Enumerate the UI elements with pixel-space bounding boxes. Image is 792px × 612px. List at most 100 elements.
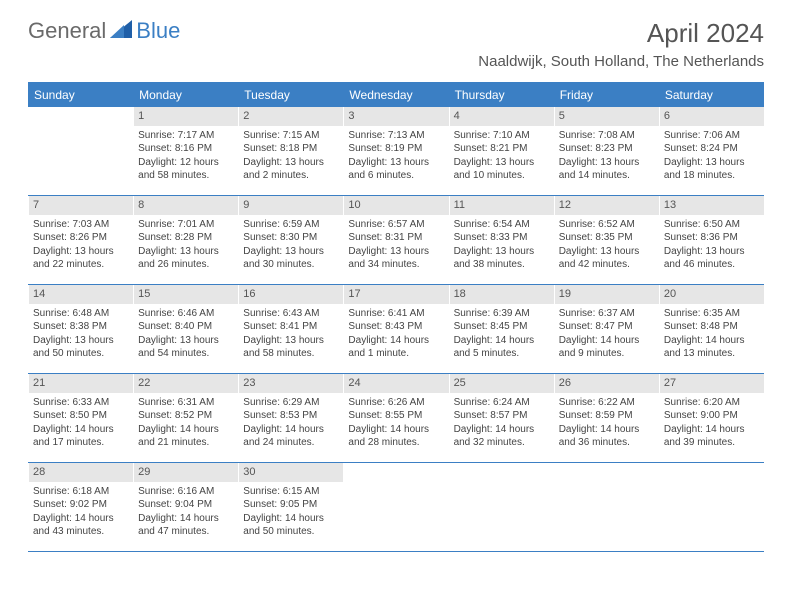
- day-number: 5: [555, 107, 659, 126]
- day-number: 8: [134, 196, 238, 215]
- day-cell: 22 Sunrise: 6:31 AMSunset: 8:52 PMDayligh…: [133, 374, 238, 462]
- daylight-text: Daylight: 13 hours and 18 minutes.: [664, 156, 760, 183]
- day-cell: 11Sunrise: 6:54 AMSunset: 8:33 PMDayligh…: [449, 196, 554, 284]
- day-cell: 15 Sunrise: 6:46 AMSunset: 8:40 PMDayligh…: [133, 285, 238, 373]
- day-number: 1: [134, 107, 238, 126]
- day-number: 6: [660, 107, 764, 126]
- daylight-text: Daylight: 14 hours and 43 minutes.: [33, 512, 129, 539]
- day-number: 15: [134, 285, 238, 304]
- daylight-text: Daylight: 14 hours and 21 minutes.: [138, 423, 234, 450]
- day-number: 23: [239, 374, 343, 393]
- day-number: 2: [239, 107, 343, 126]
- day-cell: 4Sunrise: 7:10 AMSunset: 8:21 PMDaylight…: [449, 107, 554, 195]
- day-number: 28: [29, 463, 133, 482]
- sunrise-text: Sunrise: 6:48 AM: [33, 307, 129, 321]
- day-cell: 25Sunrise: 6:24 AMSunset: 8:57 PMDayligh…: [449, 374, 554, 462]
- daylight-text: Daylight: 13 hours and 2 minutes.: [243, 156, 339, 183]
- sunrise-text: Sunrise: 6:26 AM: [348, 396, 444, 410]
- day-number: 7: [29, 196, 133, 215]
- day-cell: 23Sunrise: 6:29 AMSunset: 8:53 PMDayligh…: [238, 374, 343, 462]
- daylight-text: Daylight: 13 hours and 42 minutes.: [559, 245, 655, 272]
- sunset-text: Sunset: 9:02 PM: [33, 498, 129, 512]
- daylight-text: Daylight: 13 hours and 58 minutes.: [243, 334, 339, 361]
- sunrise-text: Sunrise: 6:33 AM: [33, 396, 129, 410]
- daylight-text: Daylight: 14 hours and 5 minutes.: [454, 334, 550, 361]
- week-row: 14Sunrise: 6:48 AMSunset: 8:38 PMDayligh…: [28, 285, 764, 374]
- sunset-text: Sunset: 8:36 PM: [664, 231, 760, 245]
- sunset-text: Sunset: 9:04 PM: [138, 498, 234, 512]
- sunrise-text: Sunrise: 6:59 AM: [243, 218, 339, 232]
- day-cell: 10Sunrise: 6:57 AMSunset: 8:31 PMDayligh…: [343, 196, 448, 284]
- sunset-text: Sunset: 8:40 PM: [138, 320, 234, 334]
- day-number: 22: [134, 374, 238, 393]
- week-row: 1Sunrise: 7:17 AMSunset: 8:16 PMDaylight…: [28, 107, 764, 196]
- day-number: 13: [660, 196, 764, 215]
- sunset-text: Sunset: 8:43 PM: [348, 320, 444, 334]
- daylight-text: Daylight: 13 hours and 54 minutes.: [138, 334, 234, 361]
- day-number: 9: [239, 196, 343, 215]
- sunset-text: Sunset: 8:16 PM: [138, 142, 234, 156]
- sunset-text: Sunset: 9:00 PM: [664, 409, 760, 423]
- week-row: 7Sunrise: 7:03 AMSunset: 8:26 PMDaylight…: [28, 196, 764, 285]
- sunset-text: Sunset: 8:53 PM: [243, 409, 339, 423]
- sunset-text: Sunset: 8:33 PM: [454, 231, 550, 245]
- sunset-text: Sunset: 8:23 PM: [559, 142, 655, 156]
- sunrise-text: Sunrise: 6:29 AM: [243, 396, 339, 410]
- sunset-text: Sunset: 8:52 PM: [138, 409, 234, 423]
- day-number: 17: [344, 285, 448, 304]
- sunrise-text: Sunrise: 6:52 AM: [559, 218, 655, 232]
- sunrise-text: Sunrise: 6:57 AM: [348, 218, 444, 232]
- daylight-text: Daylight: 13 hours and 38 minutes.: [454, 245, 550, 272]
- sunrise-text: Sunrise: 6:37 AM: [559, 307, 655, 321]
- day-cell: 14Sunrise: 6:48 AMSunset: 8:38 PMDayligh…: [28, 285, 133, 373]
- day-number: 29: [134, 463, 238, 482]
- sunset-text: Sunset: 8:59 PM: [559, 409, 655, 423]
- daylight-text: Daylight: 14 hours and 32 minutes.: [454, 423, 550, 450]
- day-cell: 18Sunrise: 6:39 AMSunset: 8:45 PMDayligh…: [449, 285, 554, 373]
- sunset-text: Sunset: 8:48 PM: [664, 320, 760, 334]
- sunset-text: Sunset: 8:21 PM: [454, 142, 550, 156]
- day-number: 24: [344, 374, 448, 393]
- day-cell: 17 Sunrise: 6:41 AMSunset: 8:43 PMDayligh…: [343, 285, 448, 373]
- sunrise-text: Sunrise: 6:41 AM: [348, 307, 444, 321]
- sunset-text: Sunset: 8:18 PM: [243, 142, 339, 156]
- daylight-text: Daylight: 14 hours and 50 minutes.: [243, 512, 339, 539]
- logo: General Blue: [28, 18, 180, 44]
- day-number: 14: [29, 285, 133, 304]
- day-header: Thursday: [449, 83, 554, 107]
- daylight-text: Daylight: 14 hours and 47 minutes.: [138, 512, 234, 539]
- weeks: 1Sunrise: 7:17 AMSunset: 8:16 PMDaylight…: [28, 107, 764, 552]
- day-cell: 21Sunrise: 6:33 AMSunset: 8:50 PMDayligh…: [28, 374, 133, 462]
- sunrise-text: Sunrise: 6:24 AM: [454, 396, 550, 410]
- day-cell: 2Sunrise: 7:15 AMSunset: 8:18 PMDaylight…: [238, 107, 343, 195]
- daylight-text: Daylight: 14 hours and 1 minute.: [348, 334, 444, 361]
- daylight-text: Daylight: 14 hours and 13 minutes.: [664, 334, 760, 361]
- day-cell: 24Sunrise: 6:26 AMSunset: 8:55 PMDayligh…: [343, 374, 448, 462]
- sunset-text: Sunset: 8:24 PM: [664, 142, 760, 156]
- day-cell: 5Sunrise: 7:08 AMSunset: 8:23 PMDaylight…: [554, 107, 659, 195]
- day-cell: [28, 107, 133, 195]
- day-header: Wednesday: [343, 83, 448, 107]
- logo-text-2: Blue: [136, 18, 180, 44]
- day-number: 30: [239, 463, 343, 482]
- day-cell: 3Sunrise: 7:13 AMSunset: 8:19 PMDaylight…: [343, 107, 448, 195]
- day-cell: 1Sunrise: 7:17 AMSunset: 8:16 PMDaylight…: [133, 107, 238, 195]
- daylight-text: Daylight: 13 hours and 26 minutes.: [138, 245, 234, 272]
- day-number: 12: [555, 196, 659, 215]
- day-number: 21: [29, 374, 133, 393]
- sunrise-text: Sunrise: 6:46 AM: [138, 307, 234, 321]
- sunset-text: Sunset: 8:57 PM: [454, 409, 550, 423]
- sunset-text: Sunset: 8:31 PM: [348, 231, 444, 245]
- day-number: 18: [450, 285, 554, 304]
- sunset-text: Sunset: 8:19 PM: [348, 142, 444, 156]
- sunrise-text: Sunrise: 6:18 AM: [33, 485, 129, 499]
- sunset-text: Sunset: 9:05 PM: [243, 498, 339, 512]
- sunrise-text: Sunrise: 6:31 AM: [138, 396, 234, 410]
- sunrise-text: Sunrise: 6:16 AM: [138, 485, 234, 499]
- daylight-text: Daylight: 13 hours and 10 minutes.: [454, 156, 550, 183]
- logo-text-1: General: [28, 18, 106, 44]
- sunset-text: Sunset: 8:50 PM: [33, 409, 129, 423]
- daylight-text: Daylight: 12 hours and 58 minutes.: [138, 156, 234, 183]
- sunrise-text: Sunrise: 6:35 AM: [664, 307, 760, 321]
- sunrise-text: Sunrise: 7:06 AM: [664, 129, 760, 143]
